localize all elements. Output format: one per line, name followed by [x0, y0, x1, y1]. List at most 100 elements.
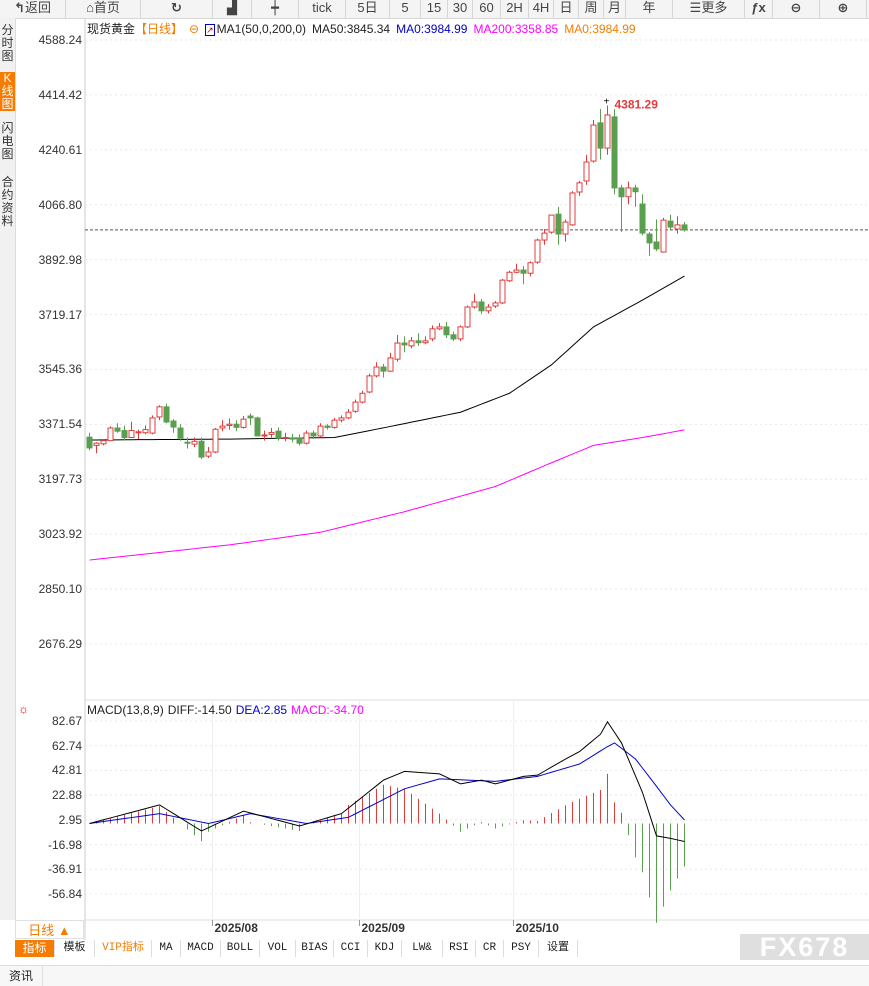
indicator-tab-5[interactable]: BOLL — [221, 940, 260, 957]
candle-body — [506, 271, 513, 282]
candle — [212, 428, 219, 454]
toolbar-button-9[interactable]: 30 — [448, 0, 473, 18]
candle — [177, 424, 184, 441]
toolbar-button-16[interactable]: 年 — [626, 0, 673, 18]
candle — [674, 216, 681, 234]
toolbar-button-1[interactable]: ⌂首页 — [66, 0, 141, 18]
indicator-tab-1[interactable]: 模板 — [55, 940, 95, 957]
toolbar-button-17[interactable]: ☰更多 — [673, 0, 745, 18]
toolbar-button-11[interactable]: 2H — [501, 0, 529, 18]
indicator-tab-2[interactable]: VIP指标 — [95, 940, 152, 957]
indicator-tab-7[interactable]: BIAS — [296, 940, 334, 957]
candle-body — [317, 425, 324, 437]
news-tab[interactable]: 资讯 — [0, 966, 43, 986]
y-tick-label: 4066.80 — [38, 197, 82, 212]
toolbar-button-12[interactable]: 4H — [529, 0, 554, 18]
zoom-out-icon: ⊖ — [790, 0, 802, 15]
candle — [191, 437, 198, 447]
indicator-tab-10[interactable]: LW& — [402, 940, 443, 957]
candle-body — [583, 161, 590, 182]
candle-body — [387, 357, 394, 372]
toolbar-button-label: 2H — [506, 0, 523, 15]
candle — [569, 191, 576, 226]
toolbar-button-6[interactable]: 5日 — [346, 0, 390, 18]
menu-icon: ☰ — [689, 0, 702, 15]
candle-body — [415, 340, 422, 344]
tab-contract-info[interactable]: 合约资料 — [1, 175, 14, 228]
candle-body — [590, 124, 597, 162]
candle-body — [674, 224, 681, 230]
kline-chart[interactable]: +4381.29 — [0, 0, 869, 940]
candle — [254, 416, 261, 437]
toolbar-button-label: 首页 — [93, 0, 120, 15]
candle-body — [436, 326, 443, 330]
settings-circle-icon[interactable]: ⊖ — [189, 22, 200, 36]
toolbar-button-15[interactable]: 月 — [604, 0, 626, 18]
tab-flash-chart[interactable]: 闪电图 — [1, 121, 14, 161]
candle — [541, 228, 548, 245]
toolbar-button-10[interactable]: 60 — [473, 0, 501, 18]
indicator-tab-11[interactable]: RSI — [443, 940, 476, 957]
indicator-tab-13[interactable]: PSY — [504, 940, 539, 957]
toolbar-button-14[interactable]: 周 — [579, 0, 604, 18]
candle-body — [478, 301, 485, 312]
symbol-name: 现货黄金 — [87, 22, 136, 36]
candle — [457, 325, 464, 342]
indicator-tab-4[interactable]: MACD — [181, 940, 221, 957]
high-price-label: 4381.29 — [615, 97, 659, 111]
toolbar-button-7[interactable]: 5 — [390, 0, 421, 18]
refresh-icon: ↻ — [171, 0, 182, 15]
toolbar-button-5[interactable]: tick — [299, 0, 346, 18]
toolbar-button-bar-chart[interactable]: ▟ — [213, 0, 252, 18]
macd-dea: DEA:2.85 — [235, 703, 288, 717]
indicator-tab-14[interactable]: 设置 — [539, 940, 578, 957]
macd-value: MACD:-34.70 — [291, 703, 364, 717]
candle-body — [639, 203, 646, 234]
candle-body — [121, 430, 128, 438]
indicator-tab-3[interactable]: MA — [152, 940, 181, 957]
candle-body — [429, 328, 436, 340]
candle-body — [93, 442, 100, 446]
candle — [317, 423, 324, 437]
candle — [86, 432, 93, 451]
indicator-tab-6[interactable]: VOL — [260, 940, 296, 957]
candle — [639, 194, 646, 236]
toolbar-button-0[interactable]: ↰返回 — [0, 0, 66, 18]
period-selector[interactable]: 日线 ▲ — [15, 920, 84, 939]
y-tick-label: 4414.42 — [38, 87, 82, 102]
indicator-tab-8[interactable]: CCI — [334, 940, 368, 957]
toolbar-button-zoom-out[interactable]: ⊖ — [773, 0, 820, 18]
candle-body — [240, 418, 247, 428]
toolbar-button-refresh[interactable]: ↻ — [141, 0, 213, 18]
candle — [219, 420, 226, 432]
toolbar-button-zoom-in[interactable]: ⊕ — [820, 0, 867, 18]
toolbar-button-13[interactable]: 日 — [554, 0, 579, 18]
candle-body — [366, 375, 373, 393]
tab-time-chart[interactable]: 分时图 — [1, 23, 14, 63]
candle-body — [212, 428, 219, 453]
toolbar-button-label: 15 — [426, 0, 442, 15]
candle-body — [163, 406, 170, 423]
toolbar-button-8[interactable]: 15 — [421, 0, 448, 18]
zoom-in-icon: ⊕ — [837, 0, 849, 15]
indicator-icon[interactable]: ↗ — [205, 24, 215, 36]
tab-kline-chart[interactable]: K线图 — [0, 71, 15, 111]
candle-body — [282, 436, 289, 439]
ma50-line — [89, 275, 685, 441]
y-tick-label: 2676.29 — [38, 637, 82, 651]
macd-settings-icon[interactable]: ☼ — [18, 702, 29, 716]
candle-body — [289, 437, 296, 440]
back-arrow-icon: ↰ — [14, 0, 25, 15]
toolbar-button-function-fx[interactable]: ƒx — [745, 0, 773, 18]
candle-body — [499, 279, 506, 304]
indicator-tab-0[interactable]: 指标 — [15, 940, 55, 957]
candle-body — [443, 326, 450, 336]
candle — [471, 293, 478, 309]
y-tick-label: 3023.92 — [38, 527, 82, 542]
indicator-tab-9[interactable]: KDJ — [368, 940, 402, 957]
macd-y-tick-label: 82.67 — [51, 714, 82, 728]
toolbar-button-candlestick[interactable]: ┿ — [252, 0, 299, 18]
candle-body — [548, 214, 555, 233]
ma200-line — [89, 429, 685, 561]
indicator-tab-12[interactable]: CR — [476, 940, 504, 957]
